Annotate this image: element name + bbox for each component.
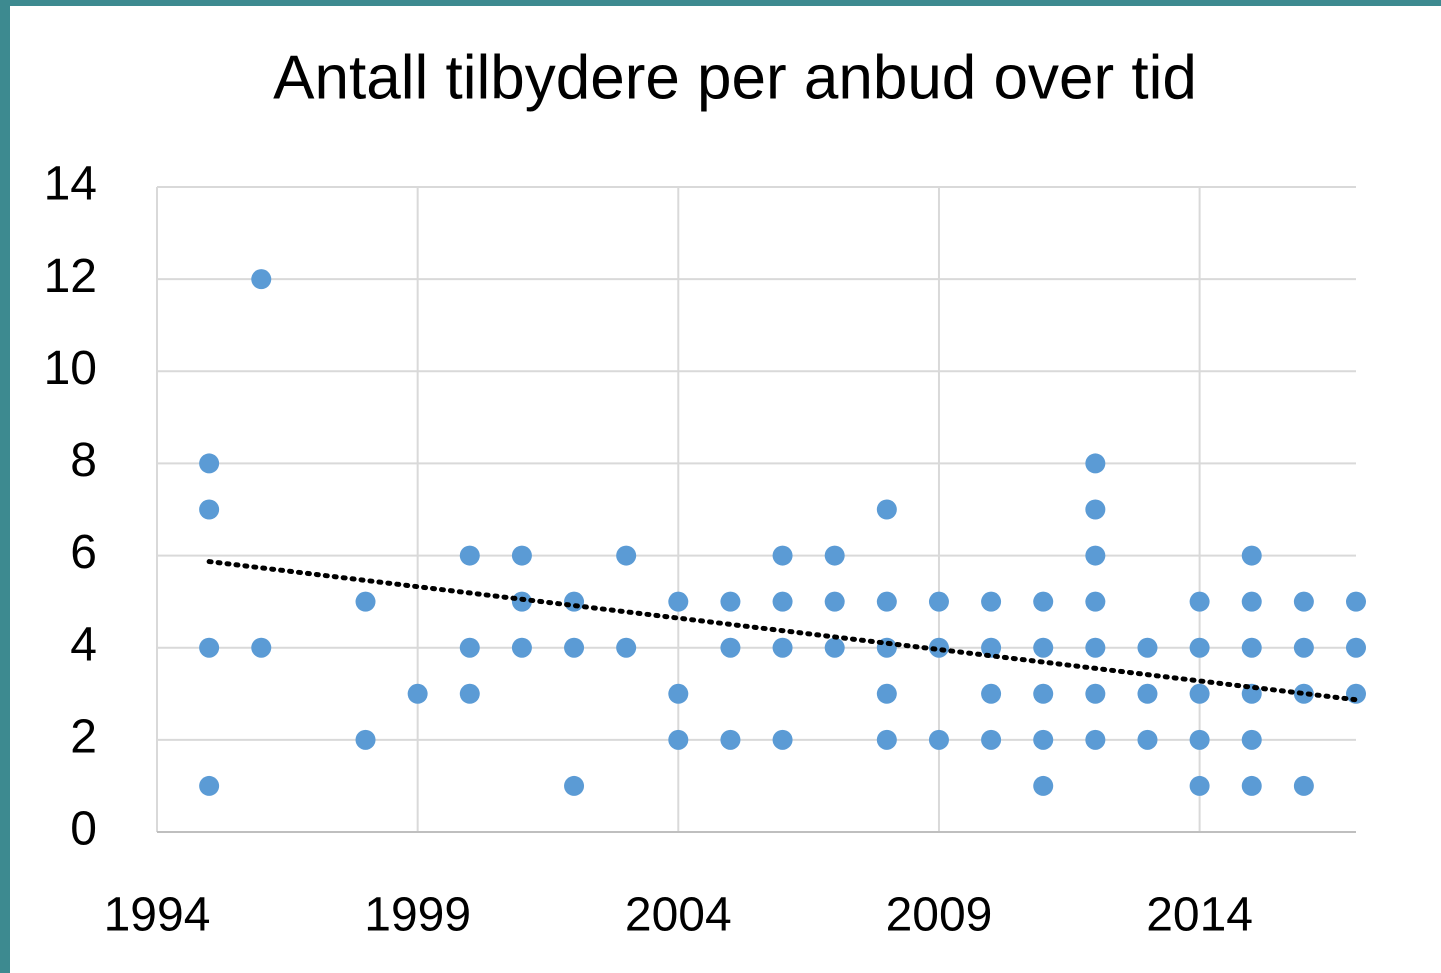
point [1137, 637, 1158, 658]
y-tick-label: 6 [70, 526, 97, 579]
trendline [206, 559, 1359, 703]
point [1241, 729, 1262, 750]
point [616, 545, 637, 566]
point [511, 545, 532, 566]
point [251, 269, 272, 290]
point [1241, 637, 1262, 658]
point [668, 729, 689, 750]
point [981, 637, 1002, 658]
x-tick-label: 2009 [886, 889, 993, 942]
point [772, 729, 793, 750]
point [824, 545, 845, 566]
point [1033, 591, 1054, 612]
point [407, 683, 428, 704]
point [1033, 683, 1054, 704]
point [1241, 775, 1262, 796]
point [1189, 729, 1210, 750]
point [459, 545, 480, 566]
point [1033, 729, 1054, 750]
point [772, 591, 793, 612]
point [1293, 775, 1314, 796]
point [668, 683, 689, 704]
point [459, 637, 480, 658]
x-tick-label: 1994 [104, 889, 211, 942]
x-tick-label: 2014 [1146, 889, 1253, 942]
y-tick-label: 4 [70, 618, 97, 671]
point [772, 545, 793, 566]
y-tick-label: 0 [70, 803, 97, 856]
point [355, 729, 376, 750]
point [824, 591, 845, 612]
point [1085, 683, 1106, 704]
point [928, 591, 949, 612]
point [1189, 683, 1210, 704]
point [355, 591, 376, 612]
point [1085, 499, 1106, 520]
point [1241, 591, 1262, 612]
point [981, 591, 1002, 612]
y-tick-label: 10 [44, 342, 97, 395]
point [199, 499, 220, 520]
point [981, 729, 1002, 750]
y-tick-label: 14 [44, 158, 97, 211]
point [199, 637, 220, 658]
point [928, 637, 949, 658]
point [668, 591, 689, 612]
point [199, 453, 220, 474]
point [1293, 637, 1314, 658]
point [1033, 637, 1054, 658]
point [1085, 545, 1106, 566]
y-tick-label: 12 [44, 250, 97, 303]
point [981, 683, 1002, 704]
point [1137, 729, 1158, 750]
point [1346, 591, 1366, 612]
point [1293, 591, 1314, 612]
point [616, 637, 637, 658]
point [564, 637, 585, 658]
point [1033, 775, 1054, 796]
point [1085, 637, 1106, 658]
point [1189, 591, 1210, 612]
point [564, 775, 585, 796]
point [1085, 591, 1106, 612]
point [876, 729, 897, 750]
x-tick-label: 2004 [625, 889, 732, 942]
point [928, 729, 949, 750]
point [876, 683, 897, 704]
point [772, 637, 793, 658]
point [824, 637, 845, 658]
point [1241, 545, 1262, 566]
point [876, 591, 897, 612]
point [1189, 775, 1210, 796]
x-tick-label: 1999 [364, 889, 471, 942]
point [511, 637, 532, 658]
point [1293, 683, 1314, 704]
chart: Antall tilbydere per anbud over tid 0 2 4 6… [10, 6, 1441, 973]
point [720, 729, 741, 750]
point [720, 637, 741, 658]
point [1346, 637, 1366, 658]
point [564, 591, 585, 612]
y-tick-label: 2 [70, 711, 97, 764]
point [1085, 453, 1106, 474]
point [1189, 637, 1210, 658]
point [720, 591, 741, 612]
point [1085, 729, 1106, 750]
chart-title: Antall tilbydere per anbud over tid [273, 43, 1197, 112]
point [199, 775, 220, 796]
point [876, 499, 897, 520]
y-tick-label: 8 [70, 434, 97, 487]
point [459, 683, 480, 704]
point [1137, 683, 1158, 704]
point [251, 637, 272, 658]
